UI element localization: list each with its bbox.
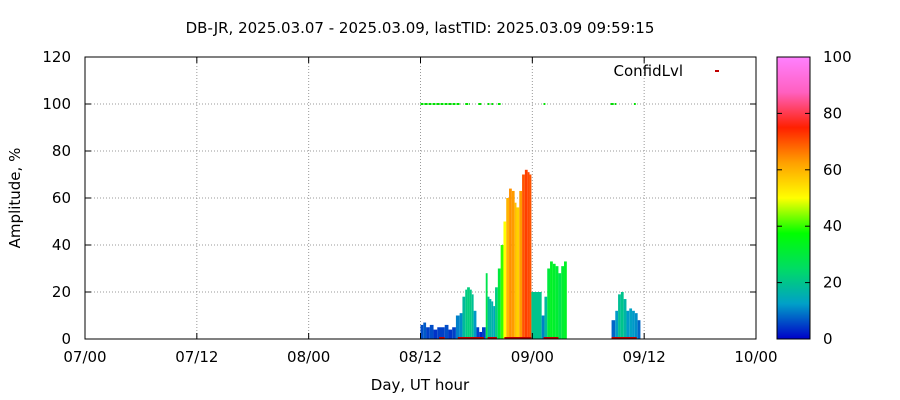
amplitude-bar	[452, 327, 456, 339]
amplitude-bar	[495, 287, 498, 339]
amplitude-bar	[626, 310, 630, 339]
colorbar-tick-label: 80	[823, 104, 842, 122]
amplitude-bar	[547, 268, 551, 339]
amplitude-bar	[516, 207, 520, 339]
amplitude-bar	[426, 327, 430, 339]
amplitude-bar	[467, 287, 470, 339]
x-axis: 07/00 07/12 08/00 08/12 09/00 09/12 10/00	[63, 57, 778, 366]
amplitude-bar	[623, 299, 627, 339]
y-tick-label: 100	[42, 95, 71, 113]
amplitude-bar	[487, 296, 490, 339]
amplitude-bar	[462, 296, 466, 339]
amplitude-bar	[420, 324, 424, 339]
amplitude-bar	[550, 261, 553, 339]
amplitude-bar	[618, 294, 621, 339]
amplitude-bar	[473, 310, 477, 339]
amplitude-bar	[423, 322, 427, 339]
y-axis-title: Amplitude, %	[6, 148, 24, 249]
colorbar: 0 20 40 60 80 100	[776, 48, 852, 348]
x-tick-label: 08/12	[399, 348, 442, 366]
amplitude-bar	[564, 261, 567, 339]
colorbar-tick-label: 0	[823, 330, 833, 348]
colorbar-tick-label: 100	[823, 48, 852, 66]
colorbar-gradient	[776, 56, 811, 340]
amplitude-bar	[555, 266, 559, 339]
amplitude-bar	[637, 320, 641, 339]
amplitude-bar	[465, 289, 468, 339]
amplitude-bar	[634, 313, 638, 339]
x-tick-label: 07/00	[63, 348, 106, 366]
amplitude-bar	[531, 292, 542, 339]
amplitude-bar	[471, 294, 474, 339]
chart-title: DB-JR, 2025.03.07 - 2025.03.09, lastTID:…	[186, 19, 655, 37]
plot-grid	[85, 57, 756, 339]
amplitude-bar	[527, 172, 530, 339]
amplitude-bar	[558, 273, 562, 339]
amplitude-bar	[509, 188, 512, 339]
y-tick-label: 0	[61, 330, 71, 348]
amplitude-bar	[493, 306, 496, 339]
amplitude-bar	[459, 313, 463, 339]
amplitude-bar	[632, 310, 635, 339]
amplitude-bar	[522, 174, 525, 339]
colorbar-tick-label: 20	[823, 274, 842, 292]
amplitude-bar	[500, 245, 504, 339]
amplitude-bar	[489, 299, 492, 339]
y-tick-label: 80	[52, 142, 71, 160]
amplitude-bar	[511, 190, 515, 339]
amplitude-bar	[615, 310, 619, 339]
amplitude-bar	[541, 315, 545, 339]
y-axis: 0 20 40 60 80 100 120	[42, 48, 756, 348]
y-tick-label: 40	[52, 236, 71, 254]
colorbar-tick-label: 40	[823, 217, 842, 235]
amplitude-bar	[491, 301, 494, 339]
amplitude-bar	[444, 324, 449, 339]
colorbar-tick-label: 60	[823, 161, 842, 179]
amplitude-bar	[524, 169, 528, 339]
amplitude-bar	[469, 289, 472, 339]
y-tick-label: 60	[52, 189, 71, 207]
y-tick-label: 20	[52, 283, 71, 301]
x-tick-label: 08/00	[287, 348, 330, 366]
x-axis-title: Day, UT hour	[371, 376, 470, 394]
plot-data	[420, 103, 641, 339]
x-tick-label: 10/00	[734, 348, 777, 366]
amplitude-bar	[506, 198, 510, 339]
amplitude-bar	[611, 320, 616, 339]
amplitude-bar	[497, 268, 501, 339]
amplitude-bar	[485, 273, 488, 339]
amplitude-bar	[448, 329, 453, 339]
amplitude-bar	[519, 190, 523, 339]
amplitude-bar	[514, 202, 517, 339]
x-tick-label: 07/12	[175, 348, 218, 366]
amplitude-bar	[429, 324, 434, 339]
x-tick-label: 09/00	[511, 348, 554, 366]
amplitude-bar	[479, 331, 483, 339]
amplitude-bar	[529, 174, 532, 339]
legend: ConfidLvl	[613, 62, 719, 80]
colorbar-ticks: 0 20 40 60 80 100	[777, 48, 852, 348]
amplitude-bar	[476, 327, 480, 339]
amplitude-bar	[561, 266, 565, 339]
amplitude-bar	[503, 221, 507, 339]
amplitude-bar	[620, 292, 624, 339]
amplitude-bar	[544, 296, 548, 339]
legend-label: ConfidLvl	[613, 62, 683, 80]
amplitude-bar	[437, 327, 442, 339]
amplitude-bar	[441, 327, 445, 339]
amplitude-bar	[482, 327, 486, 339]
y-tick-label: 120	[42, 48, 71, 66]
amplitude-bar	[433, 329, 438, 339]
amplitude-bar	[629, 308, 633, 339]
x-tick-label: 09/12	[623, 348, 666, 366]
amplitude-bar	[455, 315, 460, 339]
amplitude-bar	[552, 263, 556, 339]
